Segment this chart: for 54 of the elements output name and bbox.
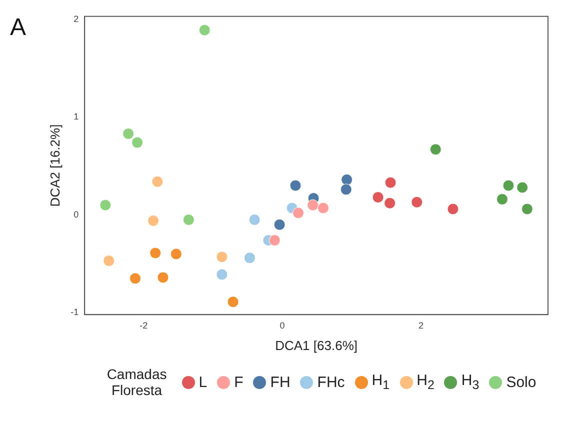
point <box>129 272 141 284</box>
text: A <box>10 14 26 42</box>
point <box>150 247 162 259</box>
point <box>292 207 304 219</box>
point <box>216 268 228 280</box>
legend-label: H$_{2}$ <box>416 372 434 392</box>
legend-title: Camadas Floresta <box>106 366 168 398</box>
point <box>100 199 112 211</box>
point <box>103 255 115 267</box>
legend-label: Solo <box>506 374 536 390</box>
point <box>317 202 329 214</box>
point <box>384 197 396 209</box>
point <box>274 218 286 230</box>
point <box>341 174 353 186</box>
point <box>227 296 239 308</box>
point <box>372 192 384 204</box>
y-tick-label: 1 <box>74 112 79 122</box>
point <box>516 182 528 194</box>
point <box>502 180 514 192</box>
point <box>411 196 423 208</box>
y-tick-label: 2 <box>74 14 79 24</box>
point <box>148 214 160 226</box>
point <box>182 214 194 226</box>
point <box>198 24 210 36</box>
point <box>122 128 134 140</box>
point <box>248 214 260 226</box>
point <box>170 248 182 260</box>
point <box>384 176 396 188</box>
point <box>157 272 169 284</box>
x-tick-label: 2 <box>418 320 424 330</box>
x-axis-title: DCA1 [63.6%] <box>275 338 358 353</box>
legend-label: H$_{3}$ <box>461 372 480 392</box>
x-tick-label: 0 <box>280 320 285 330</box>
point <box>430 144 442 156</box>
legend-label: H$_{1}$ <box>372 372 390 392</box>
point <box>307 199 319 211</box>
point <box>152 176 164 188</box>
point <box>132 136 144 148</box>
point <box>496 193 508 205</box>
legend-label: FH <box>270 374 290 390</box>
legend-label: F <box>234 374 244 390</box>
point <box>268 234 280 246</box>
point <box>290 180 302 192</box>
point <box>216 251 228 263</box>
point <box>447 203 459 215</box>
x-tick-label: -2 <box>140 320 148 330</box>
legend-label: FHc <box>317 374 345 390</box>
legend-label: L <box>198 374 208 390</box>
y-tick-label: 0 <box>74 209 79 220</box>
point <box>244 252 256 264</box>
y-axis-title: DCA2 [16.2%] <box>47 124 62 207</box>
y-tick-label: -1 <box>70 307 79 318</box>
point <box>340 184 352 196</box>
point <box>521 203 533 215</box>
